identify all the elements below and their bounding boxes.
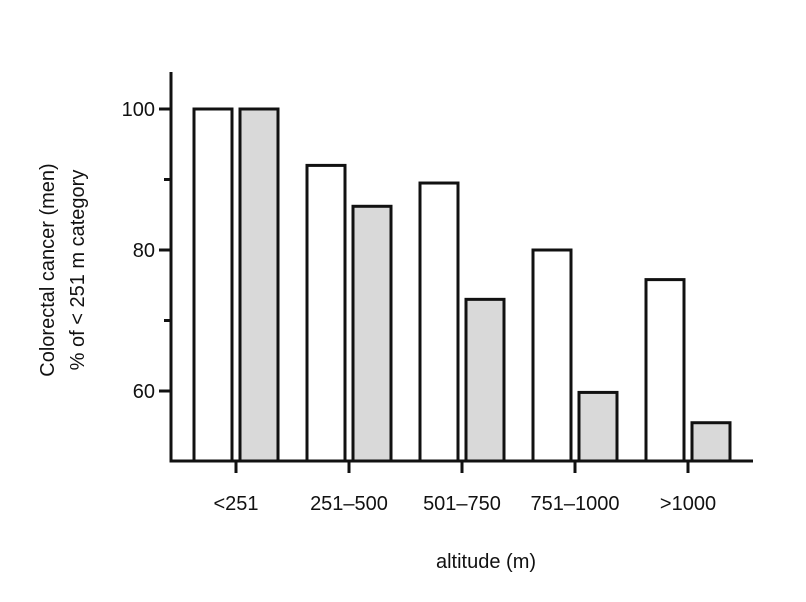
y-tick-label: 100	[122, 99, 155, 121]
x-tick-label: >1000	[660, 493, 716, 515]
bar-white-4	[644, 278, 686, 463]
bar-grey-3	[577, 390, 619, 463]
y-tick-label: 80	[133, 240, 155, 262]
y-tick-label: 60	[133, 381, 155, 403]
bars-group	[192, 107, 732, 463]
x-tick-label: <251	[213, 493, 258, 515]
x-tick-label: 251–500	[310, 493, 388, 515]
bar-white-0	[192, 107, 234, 463]
bar-grey-2	[464, 297, 506, 463]
x-tick-label: 751–1000	[531, 493, 620, 515]
x-axis-title: altitude (m)	[436, 551, 536, 573]
y-ticks-group: 60 80 100	[122, 99, 171, 403]
bar-white-1	[305, 163, 347, 463]
y-axis-title-line-2: % of < 251 m category	[67, 170, 89, 371]
bar-grey-1	[351, 204, 393, 463]
bar-grey-4	[690, 421, 732, 463]
x-tick-label: 501–750	[423, 493, 501, 515]
bar-grey-0	[238, 107, 280, 463]
y-axis-title-line-1: Colorectal cancer (men)	[37, 163, 59, 376]
bar-white-3	[531, 248, 573, 463]
x-ticks-group: <251 251–500 501–750 751–1000 >1000	[213, 461, 716, 515]
bar-white-2	[418, 181, 460, 463]
